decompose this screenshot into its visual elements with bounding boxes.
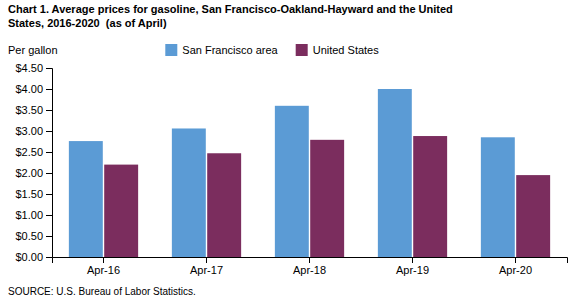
legend-swatch: [296, 44, 308, 56]
legend-label: United States: [313, 44, 380, 56]
y-tick: $2.50: [15, 146, 52, 158]
bar: [172, 128, 206, 257]
chart-title-line: Chart 1. Average prices for gasoline, Sa…: [8, 3, 453, 15]
bars: [69, 89, 550, 257]
y-tick-label: $1.50: [15, 188, 43, 200]
legend-swatch: [165, 44, 177, 56]
y-tick-mark: [46, 257, 52, 258]
x-tick: Apr-20: [499, 257, 532, 276]
y-tick-mark: [46, 215, 52, 216]
bar: [275, 106, 309, 257]
y-tick: $3.00: [15, 125, 52, 137]
chart-title-line: States, 2016-2020 (as of April): [8, 17, 167, 29]
x-tick-label: Apr-19: [396, 264, 429, 276]
y-tick: $4.00: [15, 83, 52, 95]
x-tick: Apr-18: [293, 257, 326, 276]
x-tick-mark: [412, 257, 413, 263]
chart-svg: Chart 1. Average prices for gasoline, Sa…: [0, 0, 579, 301]
y-tick-mark: [46, 194, 52, 195]
bar: [481, 137, 515, 257]
y-axis: $0.00 $0.50 $1.00 $1.50 $2.00 $2.50 $3.00 $3.50…: [15, 62, 52, 263]
y-tick-mark: [46, 173, 52, 174]
legend-item: United States: [296, 44, 380, 56]
y-tick: $4.50: [15, 62, 52, 74]
y-tick-label: $1.00: [15, 209, 43, 221]
legend-item: San Francisco area: [165, 44, 278, 56]
bar-series: [104, 136, 550, 257]
y-tick-mark: [46, 68, 52, 69]
bar: [413, 136, 447, 257]
x-axis: Apr-16 Apr-17 Apr-18 Apr-19 Apr-20: [53, 257, 568, 276]
bar: [378, 89, 412, 257]
x-tick-label: Apr-16: [87, 264, 120, 276]
y-axis-title: Per gallon: [8, 44, 58, 56]
x-tick: Apr-19: [396, 257, 429, 276]
y-tick: $2.00: [15, 167, 52, 179]
y-tick-mark: [46, 110, 52, 111]
legend-label: San Francisco area: [182, 44, 278, 56]
y-tick: $1.50: [15, 188, 52, 200]
y-tick-label: $3.00: [15, 125, 43, 137]
annotation: SOURCE: U.S. Bureau of Labor Statistics.: [8, 286, 196, 297]
x-tick-mark: [103, 257, 104, 263]
plot-area: $0.00 $0.50 $1.00 $1.50 $2.00 $2.50 $3.00 $3.50…: [15, 62, 567, 276]
chart-container: Chart 1. Average prices for gasoline, Sa…: [0, 0, 579, 301]
bar: [516, 175, 550, 257]
x-tick-mark: [206, 257, 207, 263]
bar-series: [69, 89, 515, 257]
bar: [310, 140, 344, 257]
x-axis-line: [53, 258, 568, 264]
y-axis-line: [46, 69, 53, 258]
x-tick: Apr-16: [87, 257, 120, 276]
y-tick: $3.50: [15, 104, 52, 116]
x-tick-label: Apr-18: [293, 264, 326, 276]
x-tick: Apr-17: [190, 257, 223, 276]
y-tick-label: $0.50: [15, 230, 43, 242]
y-tick: $0.00: [15, 251, 52, 263]
x-tick-mark: [515, 257, 516, 263]
y-tick-mark: [46, 89, 52, 90]
y-tick-label: $2.50: [15, 146, 43, 158]
y-tick-label: $4.00: [15, 83, 43, 95]
x-tick-label: Apr-20: [499, 264, 532, 276]
y-tick-label: $3.50: [15, 104, 43, 116]
bar: [104, 165, 138, 257]
x-tick-mark: [309, 257, 310, 263]
legend: San Francisco area United States: [165, 44, 379, 56]
y-tick-label: $0.00: [15, 251, 43, 263]
y-tick-label: $4.50: [15, 62, 43, 74]
y-tick-mark: [46, 152, 52, 153]
chart-title: Chart 1. Average prices for gasoline, Sa…: [8, 3, 453, 29]
bar: [69, 141, 103, 257]
x-tick-label: Apr-17: [190, 264, 223, 276]
y-tick-mark: [46, 131, 52, 132]
y-tick-mark: [46, 236, 52, 237]
bar: [207, 153, 241, 257]
y-tick: $1.00: [15, 209, 52, 221]
y-tick: $0.50: [15, 230, 52, 242]
y-tick-label: $2.00: [15, 167, 43, 179]
